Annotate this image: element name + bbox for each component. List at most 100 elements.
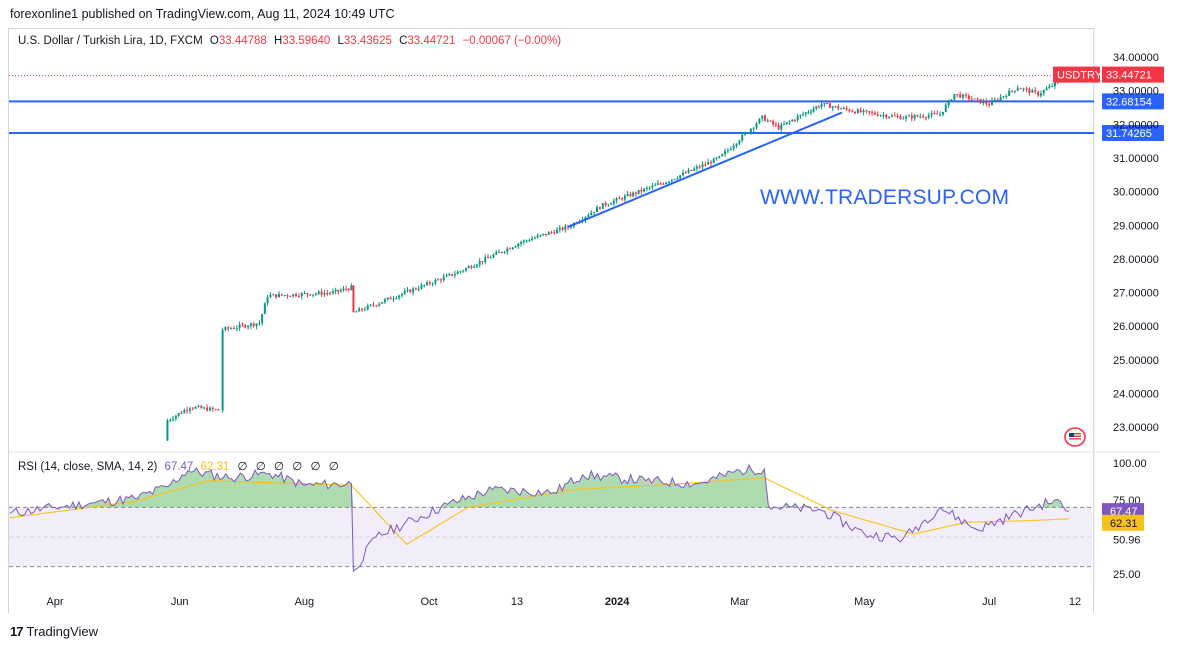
price-candle [964,94,967,96]
price-candle [851,111,854,113]
price-candle [802,114,805,116]
price-candle [232,328,235,330]
price-candle [741,134,744,141]
price-candle [615,198,618,201]
price-candle [610,203,613,205]
price-candle [1008,90,1011,96]
rsi-legend-na: ∅ [310,461,321,473]
price-candle [456,271,459,275]
price-candle [941,111,944,115]
price-candle [654,184,657,186]
us-flag-icon[interactable] [1064,427,1086,447]
price-candle [939,114,942,116]
price-candle [726,149,729,152]
price-candle [913,115,916,119]
price-candle [200,406,203,409]
price-candle [681,172,684,176]
price-candle [626,193,629,196]
price-candle [927,115,930,118]
price-candle [701,164,704,168]
price-candle [947,100,950,106]
price-candle [769,120,772,122]
price-candle [188,408,191,411]
price-candle [269,295,272,298]
time-tick-label: Apr [46,596,63,608]
price-candle [406,289,409,292]
tradingview-logo[interactable]: 17 TradingView [10,624,98,639]
price-candle [796,116,799,121]
price-candle [598,207,601,209]
price-candle [812,108,815,112]
price-candle [953,93,956,100]
price-candle [211,407,214,410]
price-candle [169,419,172,421]
price-candle [1011,90,1014,92]
price-candle [434,279,437,284]
price-candle [174,415,177,419]
price-axis: 34.00000 33.00000 32.00000 31.00000 30.00000… [1053,52,1164,434]
price-candle [475,264,478,267]
price-candle [693,168,696,171]
price-tick-label: 28.00000 [1113,254,1159,266]
price-candle [962,94,965,98]
price-candle [807,112,810,114]
price-candle [837,106,840,109]
open-label: O [209,35,219,47]
price-candle [662,183,665,185]
price-candle [166,420,169,441]
rsi-legend[interactable]: RSI (14, close, SMA, 14, 2) 67.47 62.31 … [18,459,339,473]
price-candle [208,407,211,411]
price-candle [828,103,831,108]
price-candle [788,121,791,123]
price-candle [312,294,315,296]
price-candle [531,238,534,241]
price-candle [712,158,715,164]
price-candle [584,217,587,220]
price-candle [645,187,648,189]
price-candle [363,309,366,311]
price-candle [1037,91,1040,96]
price-candle [400,293,403,296]
price-candle [331,291,334,294]
price-candle [1051,86,1054,88]
price-candle [558,227,561,230]
price-tick-label: 26.00000 [1113,321,1159,333]
price-candle [533,237,536,239]
price-candle [999,97,1002,101]
price-candle [772,120,775,125]
price-candle [810,111,813,113]
price-candle [785,122,788,124]
price-candle [503,251,506,253]
price-candle [217,409,220,411]
price-candle [431,283,434,285]
price-candle [317,291,320,294]
price-candle [392,298,395,300]
rsi-line [9,463,1069,572]
price-candles [166,72,1070,441]
price-candle [230,328,233,330]
price-candle [774,124,777,126]
price-candle [905,116,908,119]
price-candle [484,257,487,262]
price-candle [539,234,542,236]
price-candle [601,203,604,209]
price-candle [799,114,802,117]
time-tick-label: Jun [171,596,189,608]
price-candle [398,295,401,298]
price-candle [361,308,364,310]
price-candle [993,99,996,101]
price-candle [709,162,712,164]
price-candle [950,99,953,101]
price-candle [831,106,834,108]
price-candle [817,106,820,108]
rsi-sma-line [9,477,1069,546]
price-candle [495,252,498,255]
price-candle [842,107,845,109]
symbol-legend[interactable]: U.S. Dollar / Turkish Lira, 1D, FXCM O33… [18,35,561,47]
price-candle [890,115,893,117]
price-candle [1028,88,1031,93]
price-candle [1042,90,1045,94]
level-badge-label: 31.74265 [1106,128,1152,140]
price-candle [412,288,415,293]
